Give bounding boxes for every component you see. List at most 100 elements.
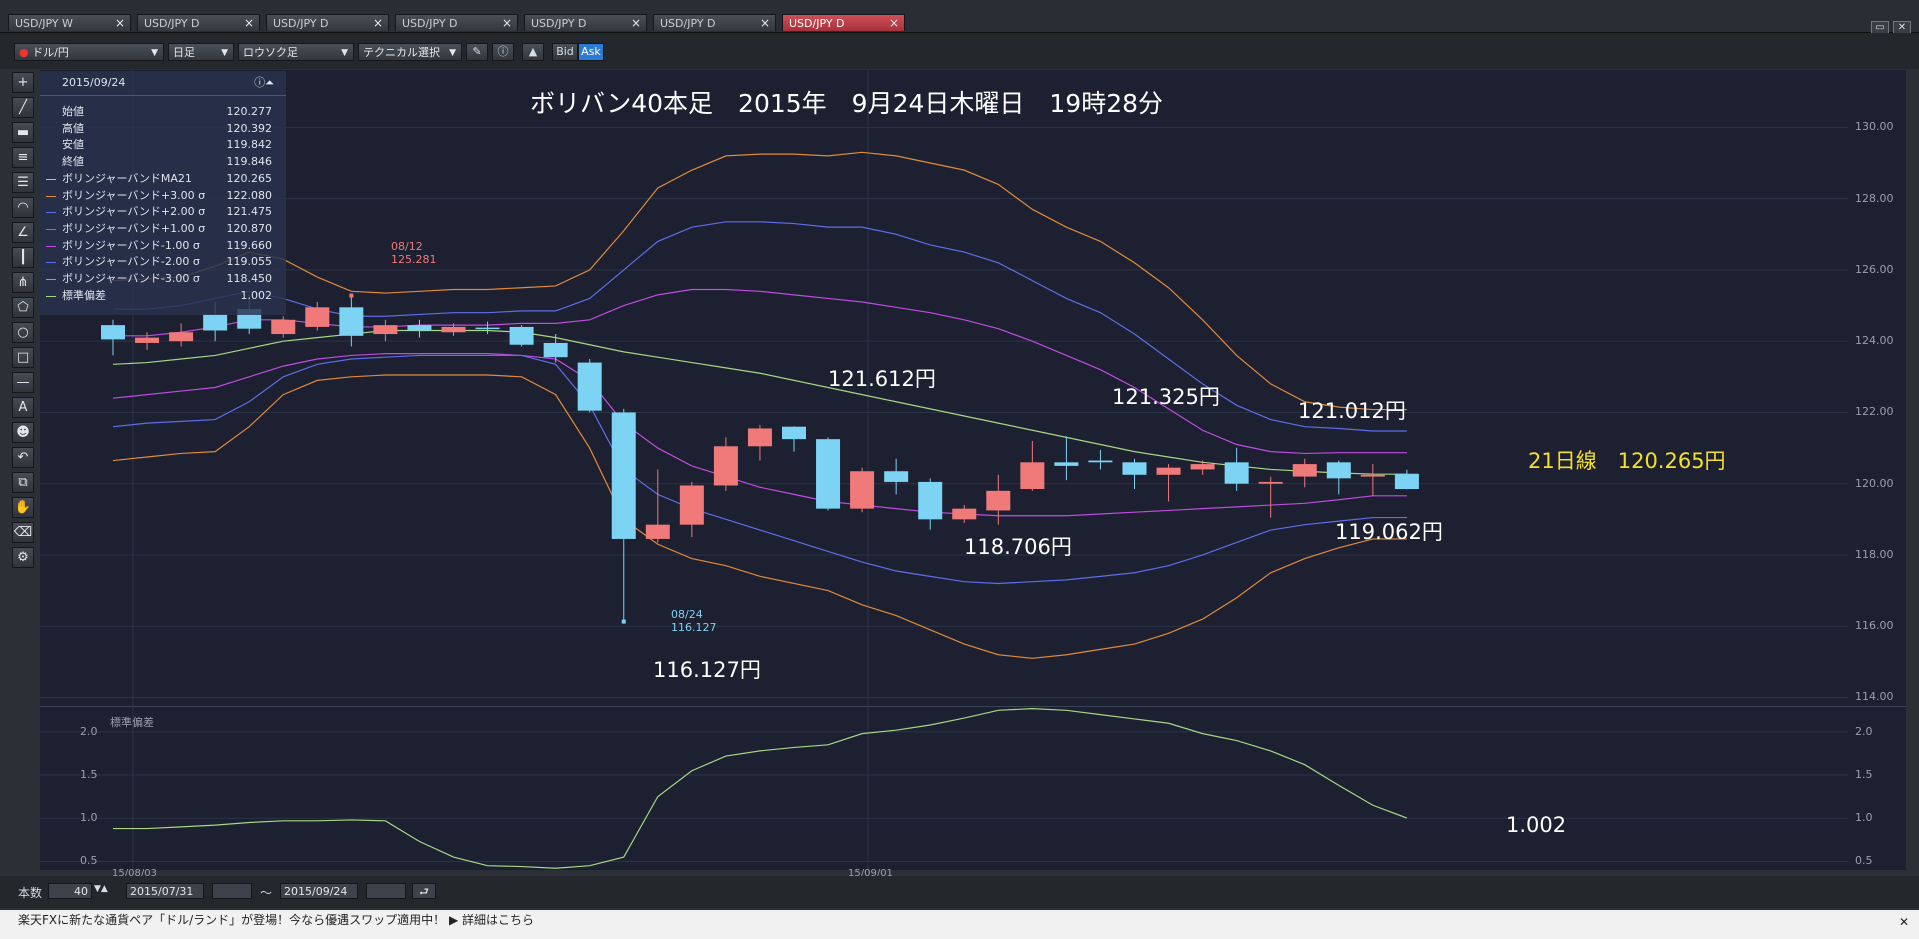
pen-icon[interactable]: ✎ — [466, 43, 488, 61]
candle-body — [1088, 460, 1113, 463]
annotation-min: 116.127円 — [653, 658, 761, 682]
ohlc-info-panel: 2015/09/24 ⓘ⏶ 始値 120.277 高値 120.392 安値 119.84… — [40, 71, 286, 315]
to-time-input[interactable] — [366, 883, 406, 899]
hand-icon[interactable]: ✋ — [12, 497, 34, 518]
undo-icon[interactable]: ↶ — [12, 447, 34, 468]
tab-7[interactable]: USD/JPY D × — [782, 14, 905, 31]
chart-type-select[interactable]: ロウソク足 ▼ — [238, 43, 354, 61]
area-chart-icon[interactable]: ▲ — [522, 43, 544, 61]
annotation-low: 118.706円 — [964, 535, 1072, 559]
lines-icon[interactable]: ☰ — [12, 172, 34, 193]
candle-body — [407, 325, 432, 331]
close-tab-icon[interactable]: × — [501, 16, 512, 30]
close-tab-icon[interactable]: × — [243, 16, 254, 30]
pitchfork-icon[interactable]: ⋔ — [12, 272, 34, 293]
channel-icon[interactable]: ≡ — [12, 147, 34, 168]
refresh-icon[interactable]: ⮐ — [412, 883, 436, 899]
band-plus3-line — [112, 151, 1407, 411]
to-date-input[interactable]: 2015/09/24 — [280, 883, 358, 899]
price-tick: 126.00 — [1855, 262, 1894, 276]
x-tick-2: 15/09/01 — [848, 868, 893, 879]
stamp-icon[interactable]: ☻ — [12, 422, 34, 443]
band-minus2-line — [112, 354, 1407, 585]
candle-body — [1156, 467, 1181, 475]
news-close-icon[interactable]: ✕ — [1898, 915, 1909, 929]
close-window-icon[interactable]: ✕ — [1893, 21, 1911, 36]
candle-body — [850, 471, 875, 509]
ruler-icon[interactable]: ▬ — [12, 122, 34, 143]
tab-5[interactable]: USD/JPY D × — [524, 14, 647, 31]
pentagon-icon[interactable]: ⬠ — [12, 297, 34, 318]
tab-4[interactable]: USD/JPY D × — [395, 14, 518, 31]
close-tab-icon[interactable]: × — [759, 16, 770, 30]
technical-select[interactable]: テクニカル選択 ▼ — [358, 43, 462, 61]
info-row: ボリンジャーバンド-3.00 σ 118.450 — [40, 271, 286, 287]
chart-svg — [40, 70, 1906, 870]
price-tick: 116.00 — [1855, 619, 1894, 633]
candle-body — [713, 446, 738, 486]
eraser-icon[interactable]: ⌫ — [12, 522, 34, 543]
tab-6[interactable]: USD/JPY D × — [653, 14, 776, 31]
info-row: ボリンジャーバンド+1.00 σ 120.870 — [40, 221, 286, 237]
tab-2[interactable]: USD/JPY D × — [137, 14, 260, 31]
info-label: ボリンジャーバンド-3.00 σ — [62, 272, 200, 285]
count-down-icon[interactable]: ▼▲ — [94, 884, 108, 894]
candle-body — [1224, 462, 1249, 484]
info-row: 終値 119.846 — [40, 154, 286, 170]
bid-button[interactable]: Bid — [552, 43, 578, 61]
candle-body — [543, 342, 568, 358]
count-input[interactable]: 40 — [48, 883, 92, 899]
tab-3[interactable]: USD/JPY D × — [266, 14, 389, 31]
copy-icon[interactable]: ⧉ — [12, 472, 34, 493]
tab-1[interactable]: USD/JPY W × — [8, 14, 131, 31]
arc-icon[interactable]: ◠ — [12, 197, 34, 218]
pair-select[interactable]: ● ドル/円 ▼ — [14, 43, 164, 61]
from-time-input[interactable] — [212, 883, 252, 899]
series-swatch — [46, 279, 56, 280]
info-value: 120.870 — [226, 221, 273, 235]
info-value: 122.080 — [226, 188, 273, 202]
candle-body — [816, 439, 841, 509]
info-row: ボリンジャーバンド+3.00 σ 122.080 — [40, 188, 286, 204]
chevron-down-icon: ▼ — [221, 48, 228, 58]
text-icon[interactable]: A — [12, 397, 34, 418]
info-label: ボリンジャーバンド+2.00 σ — [62, 205, 206, 219]
candle-body — [169, 332, 194, 342]
news-ticker[interactable]: 楽天FXに新たな通貨ペア「ドル/ランド」が登場！今なら優遇スワップ適用中！ ▶ … — [0, 910, 1919, 939]
horizontal-line-icon[interactable]: — — [12, 372, 34, 393]
window-controls: ▭ ✕ — [1867, 15, 1911, 36]
x-tick-1: 15/08/03 — [112, 868, 157, 879]
candle-body — [135, 337, 160, 343]
rectangle-icon[interactable]: □ — [12, 347, 34, 368]
info-icon[interactable]: ⓘ — [492, 43, 514, 61]
series-swatch — [46, 262, 56, 264]
marker-low-label: 08/24 116.127 — [671, 608, 717, 634]
ask-button[interactable]: Ask — [578, 43, 604, 61]
close-tab-icon[interactable]: × — [630, 16, 641, 30]
chevron-down-icon: ▼ — [151, 48, 158, 58]
fan-icon[interactable]: ∠ — [12, 222, 34, 243]
close-tab-icon[interactable]: × — [888, 16, 899, 30]
settings-icon[interactable]: ⚙ — [12, 547, 34, 568]
info-row: 始値 120.277 — [40, 104, 286, 120]
period-select[interactable]: 日足 ▼ — [168, 43, 234, 61]
chart-area[interactable] — [40, 70, 1906, 870]
info-row: ボリンジャーバンド+2.00 σ 121.475 — [40, 204, 286, 220]
circle-icon[interactable]: ○ — [12, 322, 34, 343]
info-toggle-icon[interactable]: ⓘ⏶ — [254, 76, 274, 89]
close-tab-icon[interactable]: × — [372, 16, 383, 30]
candle-body — [747, 428, 772, 447]
annotation-upper2: 121.012円 — [1298, 399, 1406, 423]
candle-body — [1394, 473, 1419, 490]
info-label: 始値 — [62, 105, 84, 118]
vertical-lines-icon[interactable]: ┃ — [12, 247, 34, 268]
trendline-icon[interactable]: ╱ — [12, 97, 34, 118]
crosshair-icon[interactable]: + — [12, 72, 34, 93]
candle-body — [645, 524, 670, 539]
close-tab-icon[interactable]: × — [114, 16, 125, 30]
count-label: 本数 — [18, 886, 43, 900]
from-date-input[interactable]: 2015/07/31 — [126, 883, 204, 899]
candle-body — [1122, 462, 1147, 475]
info-row: ボリンジャーバンド-1.00 σ 119.660 — [40, 238, 286, 254]
std-dev-line — [113, 707, 1408, 869]
